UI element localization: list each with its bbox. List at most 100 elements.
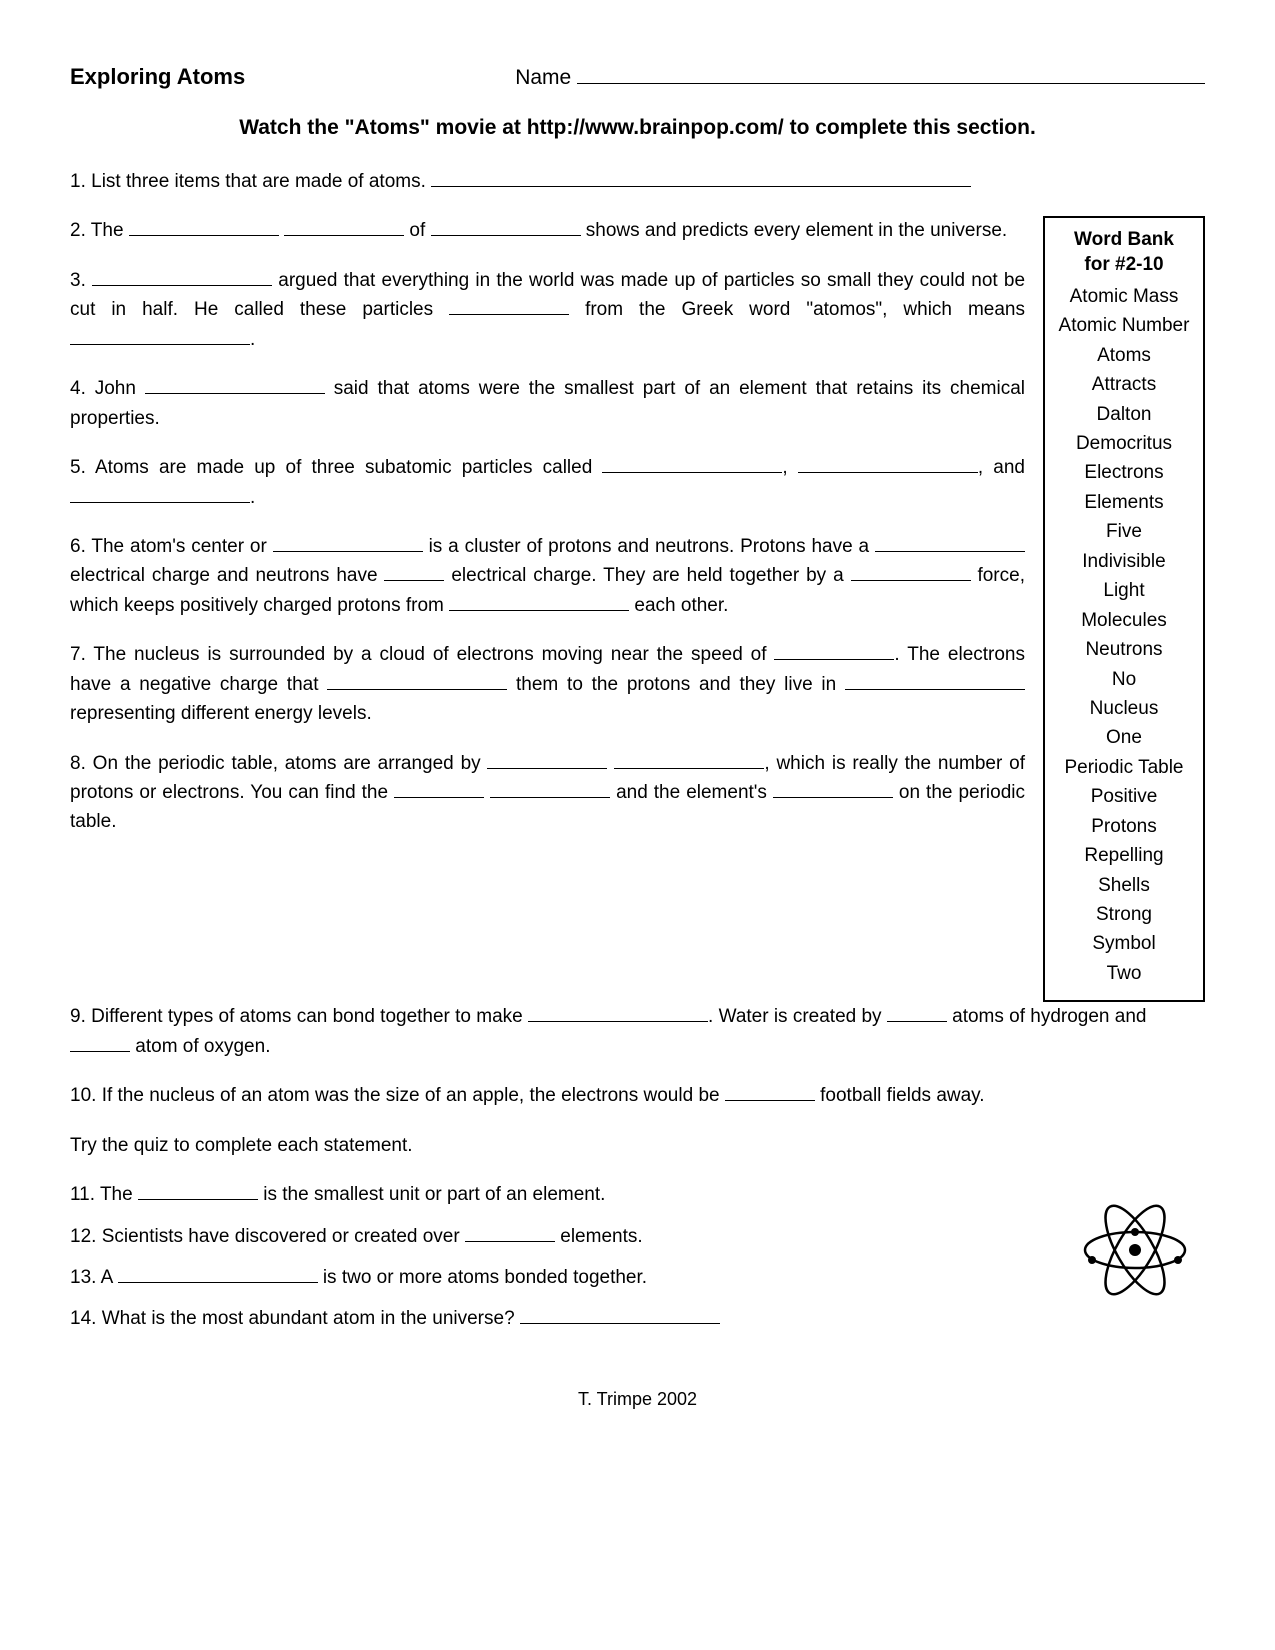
wb-item: Atomic Number bbox=[1049, 311, 1199, 340]
wb-item: Repelling bbox=[1049, 841, 1199, 870]
wb-item: Positive bbox=[1049, 782, 1199, 811]
name-blank[interactable] bbox=[577, 63, 1205, 84]
q6-blank3[interactable] bbox=[384, 563, 444, 581]
quiz-questions: 11. The is the smallest unit or part of … bbox=[70, 1180, 1045, 1346]
question-8: 8. On the periodic table, atoms are arra… bbox=[70, 749, 1025, 837]
q8-blank1b[interactable] bbox=[614, 751, 764, 769]
q9-blank1[interactable] bbox=[528, 1004, 708, 1022]
q4-blank1[interactable] bbox=[145, 376, 325, 394]
word-bank: Word Bank for #2-10 Atomic Mass Atomic N… bbox=[1043, 216, 1205, 1002]
wb-item: Molecules bbox=[1049, 606, 1199, 635]
question-13: 13. A is two or more atoms bonded togeth… bbox=[70, 1263, 1045, 1292]
q2-b: of bbox=[404, 220, 430, 241]
q7-blank2[interactable] bbox=[327, 672, 507, 690]
q6-blank2[interactable] bbox=[875, 534, 1025, 552]
wb-item: Atomic Mass bbox=[1049, 282, 1199, 311]
question-4: 4. John said that atoms were the smalles… bbox=[70, 374, 1025, 433]
q4-a: 4. John bbox=[70, 378, 145, 399]
wb-item: Indivisible bbox=[1049, 547, 1199, 576]
q12-blank1[interactable] bbox=[465, 1223, 555, 1241]
question-9: 9. Different types of atoms can bond tog… bbox=[70, 1002, 1205, 1061]
q6-blank4[interactable] bbox=[851, 563, 971, 581]
quiz-prompt: Try the quiz to complete each statement. bbox=[70, 1131, 1205, 1160]
q5-a: 5. Atoms are made up of three subatomic … bbox=[70, 457, 602, 478]
question-12: 12. Scientists have discovered or create… bbox=[70, 1222, 1045, 1251]
q6-blank1[interactable] bbox=[273, 534, 423, 552]
q12-b: elements. bbox=[555, 1226, 643, 1247]
wb-item: Strong bbox=[1049, 900, 1199, 929]
q3-c: from the Greek word "atomos", which mean… bbox=[569, 299, 1025, 320]
q6-f: each other. bbox=[629, 595, 728, 616]
name-label: Name bbox=[515, 62, 571, 94]
q8-d: and the element's bbox=[610, 782, 773, 803]
q7-c: them to the protons and they live in bbox=[507, 674, 845, 695]
question-10: 10. If the nucleus of an atom was the si… bbox=[70, 1081, 1205, 1110]
q11-a: 11. The bbox=[70, 1184, 138, 1205]
q5-blank1[interactable] bbox=[602, 455, 782, 473]
question-1: 1. List three items that are made of ato… bbox=[70, 167, 1205, 196]
q1-text: 1. List three items that are made of ato… bbox=[70, 171, 426, 192]
q3-blank1[interactable] bbox=[92, 268, 272, 286]
q8-blank1[interactable] bbox=[487, 751, 607, 769]
q5-blank3[interactable] bbox=[70, 484, 250, 502]
word-bank-title: Word Bank for #2-10 bbox=[1049, 228, 1199, 277]
q6-d: electrical charge. They are held togethe… bbox=[444, 565, 850, 586]
q8-blank2[interactable] bbox=[394, 780, 484, 798]
q7-blank3[interactable] bbox=[845, 672, 1025, 690]
q1-blank[interactable] bbox=[431, 169, 971, 187]
wb-item: Protons bbox=[1049, 812, 1199, 841]
q9-blank2[interactable] bbox=[887, 1004, 947, 1022]
q3-blank3[interactable] bbox=[70, 327, 250, 345]
q9-c: atoms of hydrogen and bbox=[947, 1006, 1147, 1027]
q2-blank2[interactable] bbox=[284, 218, 404, 236]
question-2: 2. The of shows and predicts every eleme… bbox=[70, 216, 1025, 245]
q3-a: 3. bbox=[70, 270, 92, 291]
question-14: 14. What is the most abundant atom in th… bbox=[70, 1304, 1045, 1333]
q13-a: 13. A bbox=[70, 1267, 118, 1288]
wb-item: Democritus bbox=[1049, 429, 1199, 458]
wb-item: Symbol bbox=[1049, 929, 1199, 958]
question-3: 3. argued that everything in the world w… bbox=[70, 266, 1025, 354]
q2-a: 2. The bbox=[70, 220, 129, 241]
q13-blank1[interactable] bbox=[118, 1265, 318, 1283]
wb-item: Atoms bbox=[1049, 341, 1199, 370]
question-11: 11. The is the smallest unit or part of … bbox=[70, 1180, 1045, 1209]
wb-item: Dalton bbox=[1049, 400, 1199, 429]
q9-b: . Water is created by bbox=[708, 1006, 887, 1027]
q14-blank1[interactable] bbox=[520, 1306, 720, 1324]
q3-d: . bbox=[250, 329, 255, 350]
main-area: 2. The of shows and predicts every eleme… bbox=[70, 216, 1205, 1002]
q8-blank4[interactable] bbox=[773, 780, 893, 798]
q6-a: 6. The atom's center or bbox=[70, 536, 273, 557]
wb-item: Light bbox=[1049, 576, 1199, 605]
q3-blank2[interactable] bbox=[449, 297, 569, 315]
quiz-row: 11. The is the smallest unit or part of … bbox=[70, 1180, 1205, 1346]
instruction-text: Watch the "Atoms" movie at http://www.br… bbox=[70, 112, 1205, 144]
wb-item: Neutrons bbox=[1049, 635, 1199, 664]
q8-blank3[interactable] bbox=[490, 780, 610, 798]
q10-a: 10. If the nucleus of an atom was the si… bbox=[70, 1085, 725, 1106]
wb-title1: Word Bank bbox=[1074, 229, 1174, 250]
header-row: Exploring Atoms Name bbox=[70, 60, 1205, 94]
atom-icon bbox=[1075, 1180, 1205, 1320]
q5-c: , and bbox=[978, 457, 1025, 478]
q2-blank1[interactable] bbox=[129, 218, 279, 236]
q10-blank1[interactable] bbox=[725, 1083, 815, 1101]
q2-blank3[interactable] bbox=[431, 218, 581, 236]
q11-blank1[interactable] bbox=[138, 1182, 258, 1200]
below-questions: 9. Different types of atoms can bond tog… bbox=[70, 1002, 1205, 1346]
q7-blank1[interactable] bbox=[774, 642, 894, 660]
wb-item: Periodic Table bbox=[1049, 753, 1199, 782]
q9-blank3[interactable] bbox=[70, 1034, 130, 1052]
q12-a: 12. Scientists have discovered or create… bbox=[70, 1226, 465, 1247]
q6-blank5[interactable] bbox=[449, 593, 629, 611]
questions-column: 2. The of shows and predicts every eleme… bbox=[70, 216, 1025, 1002]
worksheet-title: Exploring Atoms bbox=[70, 60, 515, 93]
q5-blank2[interactable] bbox=[798, 455, 978, 473]
q5-d: . bbox=[250, 487, 255, 508]
q5-b: , bbox=[782, 457, 797, 478]
q13-b: is two or more atoms bonded together. bbox=[318, 1267, 648, 1288]
q11-b: is the smallest unit or part of an eleme… bbox=[258, 1184, 605, 1205]
q10-b: football fields away. bbox=[815, 1085, 985, 1106]
wb-item: No bbox=[1049, 665, 1199, 694]
